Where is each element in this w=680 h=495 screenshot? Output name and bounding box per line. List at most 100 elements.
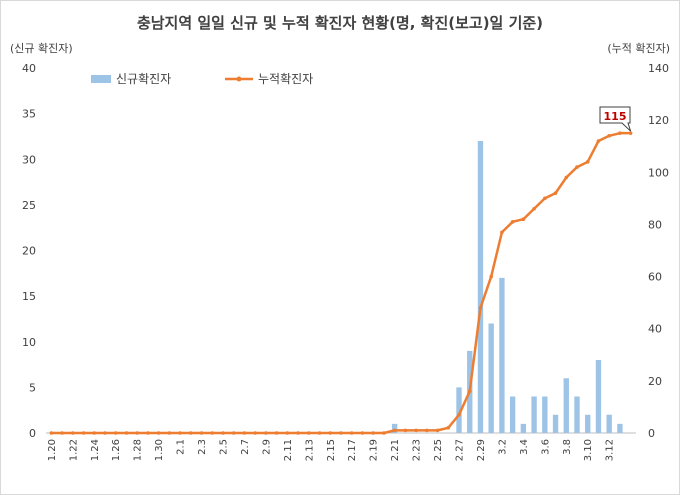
point-cumulative (618, 131, 622, 135)
point-cumulative (124, 431, 129, 435)
x-tick-label: 2.17 (347, 439, 358, 461)
x-tick-label: 3.10 (583, 439, 594, 461)
point-cumulative (81, 431, 86, 435)
x-tick-label: 1.20 (47, 439, 58, 461)
point-cumulative (585, 160, 590, 164)
x-tick-label: 2.7 (240, 439, 251, 455)
bar-new-cases (456, 387, 462, 433)
point-cumulative (285, 431, 290, 435)
point-cumulative (543, 196, 547, 201)
legend-swatch-new (91, 75, 111, 83)
point-cumulative (510, 220, 515, 224)
right-tick-label: 140 (648, 62, 669, 75)
bar-new-cases (488, 323, 494, 433)
point-cumulative (296, 431, 300, 435)
x-tick-label: 2.1 (176, 439, 187, 455)
point-cumulative (628, 131, 633, 135)
bar-new-cases (531, 396, 537, 433)
bar-new-cases (552, 414, 559, 433)
bar-new-cases (617, 423, 623, 433)
x-tick-label: 3.4 (519, 439, 530, 455)
left-tick-label: 5 (29, 381, 36, 394)
point-cumulative (382, 431, 386, 435)
x-tick-label: 2.25 (433, 439, 444, 461)
callout-box (599, 106, 632, 132)
point-cumulative (135, 431, 139, 435)
point-cumulative (339, 431, 343, 435)
point-cumulative (607, 133, 611, 138)
point-cumulative (307, 431, 311, 435)
x-tick-label: 2.23 (412, 439, 423, 461)
point-cumulative (242, 431, 247, 435)
point-cumulative (71, 431, 75, 435)
point-cumulative (446, 425, 451, 430)
point-cumulative (49, 431, 54, 435)
x-tick-label: 3.6 (540, 439, 551, 455)
bar-new-cases (520, 423, 527, 433)
right-axis-label: (누적 확진자) (607, 42, 670, 55)
legend-label-cumulative: 누적확진자 (258, 72, 313, 86)
point-cumulative (349, 431, 354, 435)
x-tick-label: 1.24 (90, 439, 101, 461)
point-cumulative (156, 431, 161, 435)
x-tick-label: 1.30 (154, 439, 165, 461)
point-cumulative (478, 306, 483, 310)
bar-new-cases (606, 414, 612, 433)
right-tick-label: 100 (648, 166, 669, 179)
point-cumulative (425, 428, 429, 433)
point-cumulative (178, 431, 182, 435)
point-cumulative (392, 428, 397, 433)
left-tick-label: 30 (22, 153, 36, 166)
point-cumulative (60, 431, 64, 435)
bar-new-cases (391, 423, 398, 433)
legend-label-new: 신규확진자 (116, 72, 171, 86)
chart-title: 충남지역 일일 신규 및 누적 확진자 현황(명, 확진(보고)일 기준) (136, 14, 544, 32)
x-tick-label: 2.19 (369, 439, 380, 461)
point-cumulative (414, 428, 418, 433)
bar-new-cases (595, 360, 602, 433)
point-cumulative (564, 175, 569, 180)
point-cumulative (371, 431, 375, 435)
right-tick-label: 40 (648, 323, 662, 336)
point-cumulative (92, 431, 97, 435)
point-cumulative (113, 431, 118, 435)
x-tick-label: 2.11 (283, 439, 294, 461)
x-tick-label: 2.3 (197, 439, 208, 455)
point-cumulative (103, 431, 107, 435)
left-tick-label: 15 (22, 290, 36, 303)
x-tick-label: 2.15 (326, 439, 337, 461)
x-tick-label: 2.9 (261, 439, 272, 455)
bar-new-cases (499, 277, 505, 433)
point-cumulative (489, 274, 493, 279)
point-cumulative (328, 431, 333, 435)
line-cumulative (51, 131, 631, 435)
point-cumulative (199, 431, 204, 435)
point-cumulative (521, 217, 526, 222)
point-cumulative (435, 428, 440, 433)
left-axis-label: (신규 확진자) (10, 42, 73, 55)
point-cumulative (264, 431, 268, 435)
legend-marker-cumulative (236, 76, 242, 82)
point-cumulative (457, 412, 461, 417)
point-cumulative (274, 431, 279, 435)
x-tick-label: 2.27 (455, 439, 466, 461)
point-cumulative (253, 431, 257, 435)
bar-new-cases (585, 414, 591, 433)
left-tick-label: 40 (22, 62, 36, 75)
bar-new-cases (563, 378, 569, 433)
callout-label: 115 (604, 110, 627, 123)
right-tick-label: 80 (648, 218, 662, 231)
left-tick-label: 25 (22, 199, 36, 212)
x-tick-label: 1.22 (68, 439, 79, 461)
x-tick-label: 1.26 (111, 439, 122, 461)
x-tick-label: 3.8 (562, 439, 573, 455)
point-cumulative (403, 428, 408, 433)
left-tick-label: 0 (29, 427, 36, 440)
left-tick-label: 20 (22, 245, 36, 258)
x-tick-label: 2.29 (476, 439, 487, 461)
point-cumulative (596, 139, 601, 143)
point-cumulative (146, 431, 150, 435)
right-tick-label: 120 (648, 114, 669, 127)
point-cumulative (210, 431, 215, 435)
